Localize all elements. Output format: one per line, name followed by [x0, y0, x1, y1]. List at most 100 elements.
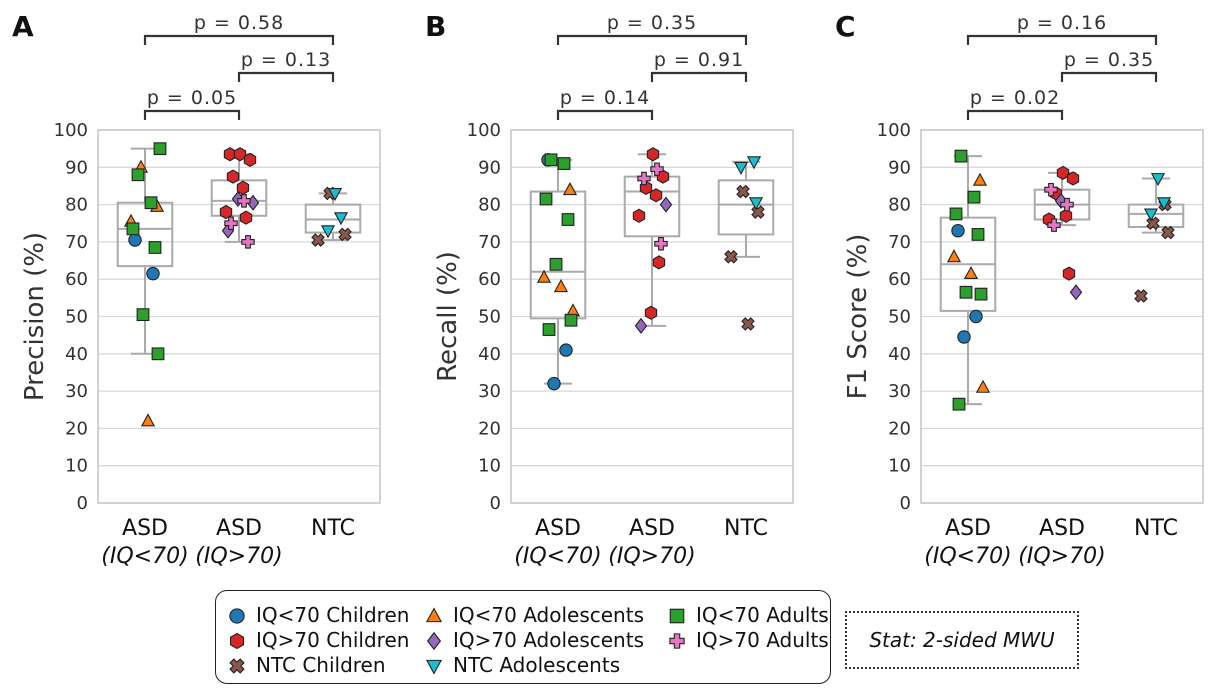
y-axis-label: F1 Score (%)	[843, 234, 873, 400]
y-tick-label: 40	[888, 344, 911, 365]
y-tick-label: 10	[888, 456, 911, 477]
x-tick-label: ASD	[1039, 516, 1085, 541]
chart-panel-a: 0 10 20 30 40 50 60 70 80 90 100 Precision (%) A ASD (…	[12, 10, 381, 569]
data-point	[967, 190, 981, 204]
legend-label: IQ<70 Children	[256, 603, 410, 627]
x-marker-icon	[229, 658, 245, 674]
x-tick-sublabel: (IQ<70)	[101, 544, 188, 569]
data-point	[243, 152, 257, 167]
p-value-label: p = 0.35	[1064, 49, 1154, 71]
data-point	[562, 182, 578, 196]
legend-label: NTC Adolescents	[453, 653, 621, 677]
chart-panel-c: 0 10 20 30 40 50 60 70 80 90 100 F1 Score (%) C ASD (I…	[835, 10, 1204, 569]
data-point	[237, 194, 251, 208]
hexagon-marker-icon	[229, 632, 245, 650]
y-tick-label: 90	[478, 157, 501, 178]
legend-label: NTC Children	[256, 653, 386, 677]
data-point	[153, 142, 167, 156]
data-point	[136, 308, 150, 322]
legend-marker	[229, 632, 245, 650]
data-point	[650, 162, 664, 176]
data-point	[1134, 289, 1148, 303]
y-tick-label: 70	[888, 232, 911, 253]
data-point	[1069, 284, 1083, 301]
panel-label: A	[12, 10, 34, 43]
p-value-label: p = 0.13	[241, 49, 331, 71]
data-point	[559, 343, 573, 357]
data-point	[539, 192, 553, 206]
x-tick-label: NTC	[724, 516, 768, 541]
data-point	[131, 168, 145, 182]
significance-bracket	[1060, 71, 1158, 82]
data-point	[954, 149, 968, 163]
y-tick-label: 50	[65, 307, 88, 328]
data-point	[239, 210, 253, 225]
data-point	[971, 228, 985, 241]
x-tick-label: ASD	[535, 516, 581, 541]
data-point	[946, 249, 962, 263]
axes-frame	[920, 129, 1204, 504]
box-iqr	[210, 179, 268, 217]
circle-marker-icon	[229, 608, 245, 624]
x-tick-label: ASD	[629, 516, 675, 541]
significance-bracket	[237, 71, 335, 82]
p-value-label: p = 0.35	[607, 12, 697, 34]
data-point	[553, 279, 569, 293]
y-tick-label: 60	[478, 269, 501, 290]
legend-label: IQ<70 Adolescents	[453, 603, 644, 627]
y-tick-label: 100	[54, 120, 88, 141]
data-point	[564, 313, 578, 327]
legend-marker	[425, 607, 443, 623]
data-point	[561, 213, 575, 226]
p-value-label: p = 0.05	[147, 87, 237, 109]
legend-label: IQ>70 Children	[256, 628, 410, 652]
x-tick-sublabel: (IQ>70)	[608, 544, 695, 569]
data-point	[952, 397, 966, 411]
data-point	[957, 330, 971, 344]
data-point	[736, 184, 750, 199]
data-point	[974, 287, 988, 301]
data-point	[126, 222, 140, 236]
y-tick-label: 70	[65, 232, 88, 253]
legend-marker	[425, 659, 443, 675]
data-point	[1044, 182, 1058, 197]
data-point	[634, 317, 648, 334]
legend-marker	[669, 608, 685, 624]
p-value-label: p = 0.16	[1017, 12, 1107, 34]
data-point	[224, 216, 238, 230]
data-point	[951, 223, 965, 238]
x-tick-sublabel: (IQ>70)	[195, 544, 282, 569]
y-tick-label: 60	[888, 269, 911, 290]
triangle-down-marker-icon	[425, 659, 443, 675]
data-point	[1056, 165, 1070, 181]
legend-label: IQ>70 Adults	[696, 628, 829, 652]
data-point	[741, 317, 755, 331]
data-point	[128, 233, 142, 247]
data-point	[654, 237, 668, 251]
data-point	[637, 171, 651, 186]
y-tick-label: 30	[478, 381, 501, 402]
legend-marker	[669, 633, 685, 649]
y-tick-label: 0	[900, 493, 911, 514]
data-point	[649, 188, 663, 203]
data-point	[652, 255, 666, 270]
data-point	[536, 269, 552, 283]
data-point	[542, 323, 556, 336]
stat-test-note: Stat: 2-sided MWU	[845, 611, 1079, 669]
x-tick-label: NTC	[311, 516, 355, 541]
data-point	[972, 172, 988, 186]
data-point	[1047, 218, 1061, 232]
data-point	[959, 285, 973, 299]
data-point	[140, 413, 156, 427]
data-point	[544, 153, 558, 167]
panel-label: B	[425, 10, 446, 43]
diamond-marker-icon	[426, 631, 442, 651]
box-iqr	[623, 175, 681, 238]
y-tick-label: 90	[65, 157, 88, 178]
y-tick-label: 60	[65, 269, 88, 290]
data-point	[1150, 173, 1166, 187]
significance-bracket	[556, 109, 654, 120]
legend-marker	[426, 631, 442, 651]
data-point	[241, 235, 255, 249]
square-marker-icon	[669, 608, 685, 624]
